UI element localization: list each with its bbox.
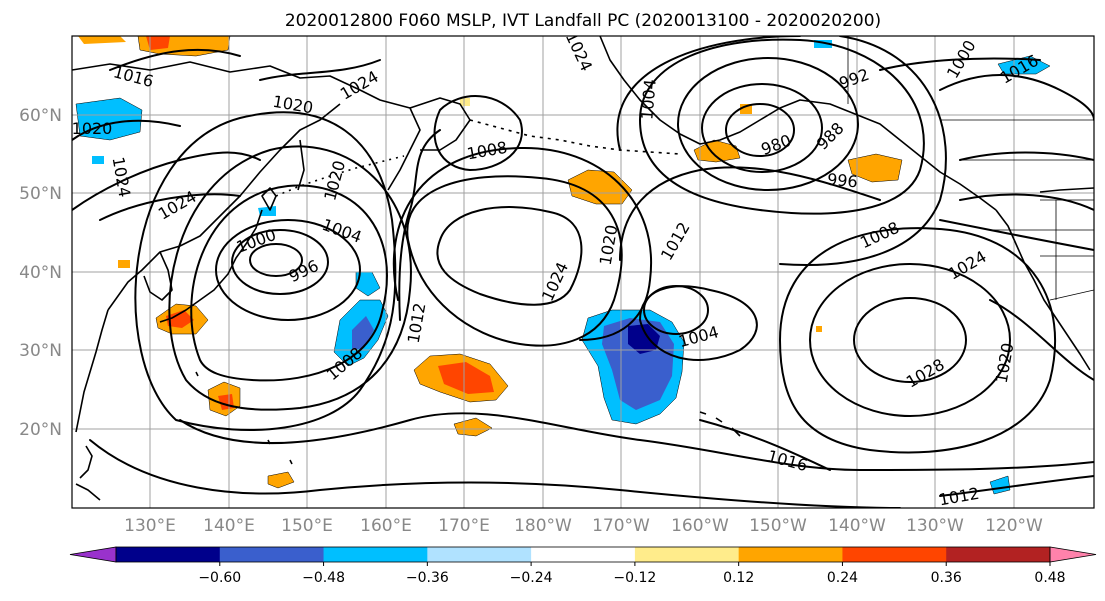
lon-label: 130°W — [906, 516, 964, 536]
colorbar-tick-labels: −0.60 −0.48 −0.36 −0.24 −0.12 0.12 0.24 0.36 0.4… — [198, 562, 1066, 586]
lon-label: 130°E — [124, 516, 176, 536]
colorbar-swatch — [219, 547, 325, 562]
lon-label: 160°W — [671, 516, 729, 536]
graticule — [72, 36, 1094, 508]
colorbar-tick-label: 0.12 — [723, 570, 754, 586]
colorbar-tick-label: 0.48 — [1034, 570, 1065, 586]
lon-label: 150°W — [749, 516, 807, 536]
colorbar-tick-label: 0.24 — [827, 570, 858, 586]
coastlines — [72, 36, 1094, 501]
lat-label: 60°N — [19, 106, 62, 126]
map-frame — [71, 35, 1095, 509]
colorbar-swatch — [842, 547, 947, 562]
colorbar-tick-label: −0.24 — [510, 570, 553, 586]
colorbar-tick-label: −0.12 — [613, 570, 656, 586]
colorbar-outline — [115, 546, 1051, 563]
lon-label: 120°W — [985, 516, 1043, 536]
latitude-labels: 60°N 50°N 40°N 30°N 20°N — [19, 106, 62, 440]
colorbar-swatch — [116, 547, 221, 562]
isobar-label: 1004 — [637, 78, 659, 120]
longitude-labels: 130°E 140°E 150°E 160°E 170°E 180°W 170°… — [124, 516, 1043, 536]
isobar-label: 996 — [826, 170, 858, 192]
colorbar-extend-max — [1049, 546, 1097, 563]
colorbar — [69, 546, 1097, 563]
colorbar-swatch — [634, 547, 740, 562]
colorbar-extend-min — [69, 546, 117, 563]
lat-label: 50°N — [19, 184, 62, 204]
colorbar-swatch — [323, 547, 428, 562]
colorbar-tick-label: −0.36 — [406, 570, 449, 586]
lon-label: 140°W — [828, 516, 886, 536]
colorbar-swatch — [531, 547, 636, 562]
lat-label: 30°N — [19, 341, 62, 361]
colorbar-tick-label: −0.60 — [198, 570, 241, 586]
lon-label: 170°W — [592, 516, 650, 536]
colorbar-swatch — [946, 547, 1051, 562]
colorbar-swatch — [427, 547, 532, 562]
lon-label: 140°E — [203, 516, 255, 536]
map-area: 1016 1020 1024 1020 1024 1024 1024 1008 … — [72, 36, 1094, 508]
isobars — [72, 36, 1094, 508]
lon-label: 160°E — [360, 516, 412, 536]
colorbar-tick-label: −0.48 — [302, 570, 345, 586]
lat-label: 20°N — [19, 420, 62, 440]
isobar-label: 1020 — [72, 119, 113, 138]
colorbar-swatch — [738, 547, 843, 562]
plot-title: 2020012800 F060 MSLP, IVT Landfall PC (2… — [285, 11, 881, 31]
colorbar-tick-label: 0.36 — [931, 570, 962, 586]
lat-label: 40°N — [19, 263, 62, 283]
lon-label: 180°W — [514, 516, 572, 536]
lon-label: 170°E — [438, 516, 490, 536]
ivt-positive-anomaly — [78, 36, 903, 489]
lon-label: 150°E — [281, 516, 333, 536]
